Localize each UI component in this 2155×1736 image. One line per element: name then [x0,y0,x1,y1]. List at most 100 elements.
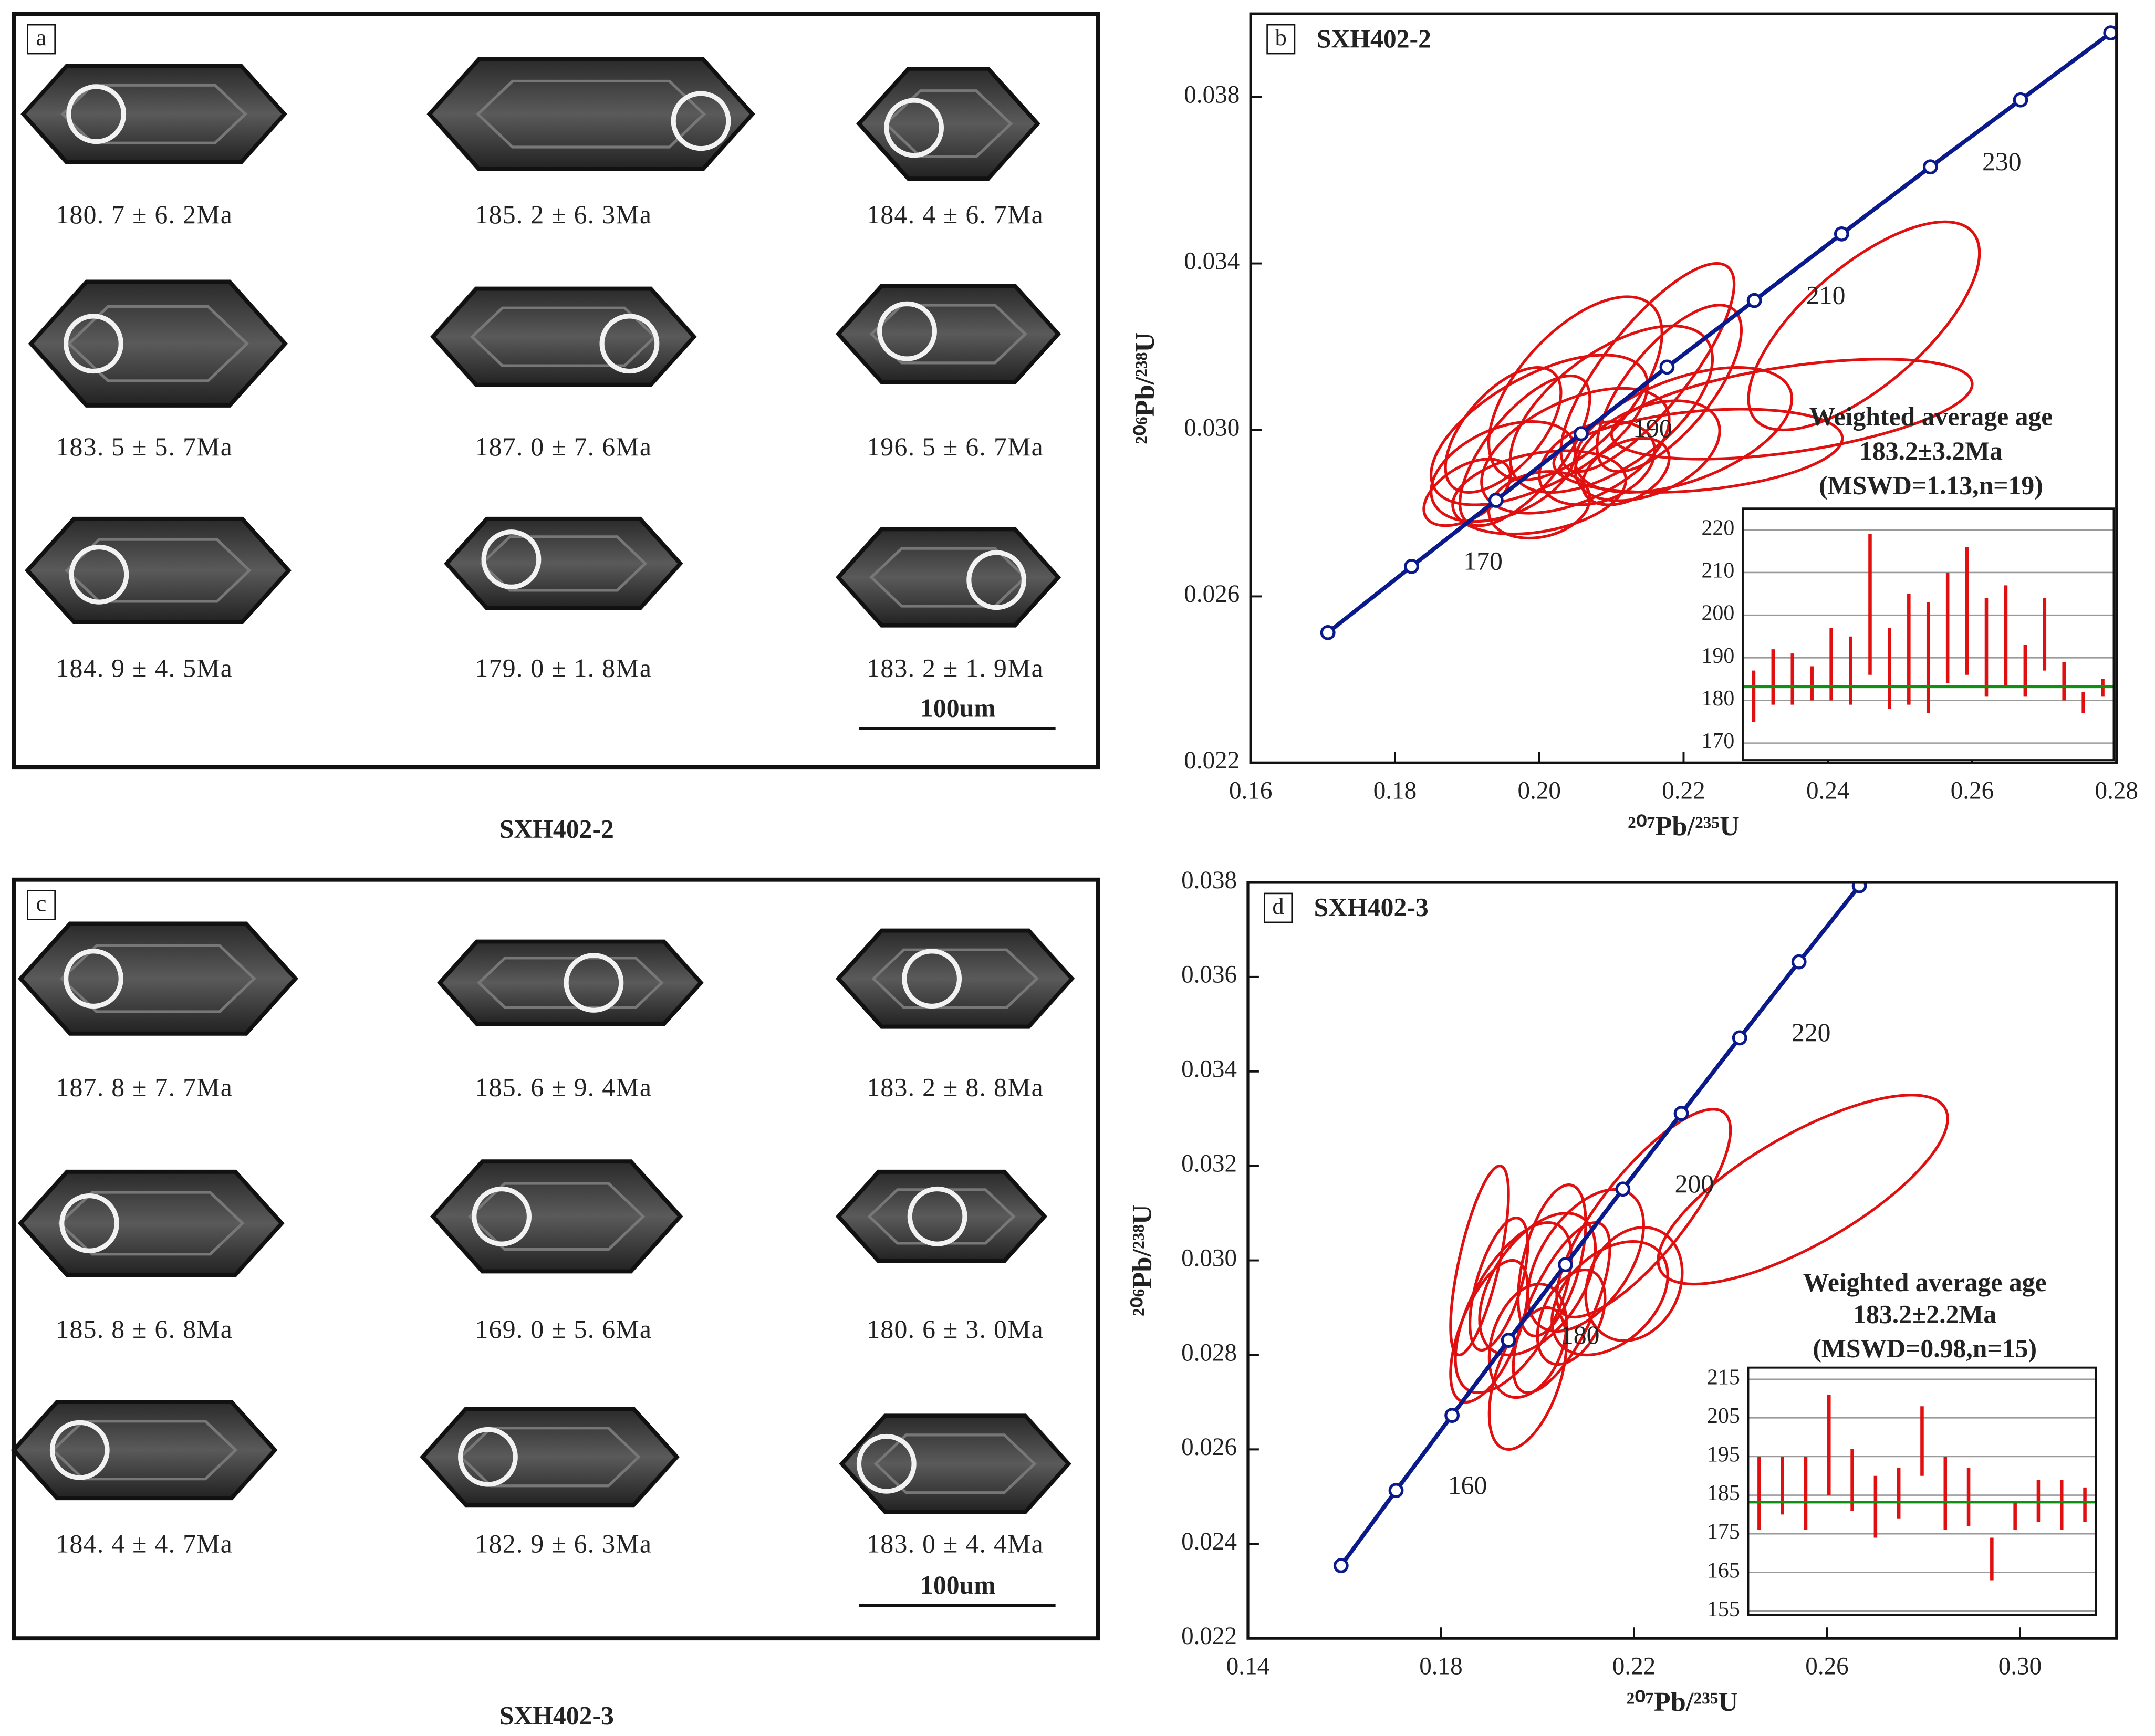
analysis-spot [966,550,1027,610]
inset-area [1748,1367,2096,1615]
y-axis-label: ²⁰⁶Pb/²³⁸U [1130,332,1160,444]
analysis-spot [59,1193,119,1253]
concordia-marker [1673,1106,1689,1121]
age-label: 196. 5 ± 6. 7Ma [867,432,1044,461]
concordia-marker [1922,159,1938,175]
age-tick-label: 220 [1792,1018,1831,1047]
y-tick-label: 195 [1707,1443,1740,1467]
error-ellipse [1747,220,1981,432]
analysis-spot [472,1186,532,1246]
panel-letter: b [1275,24,1287,50]
y-tick-label: 165 [1707,1558,1740,1583]
analysis-spot [458,1427,518,1487]
x-tick-label: 0.22 [1662,777,1705,805]
image-panel: a 180. 7 ± 6. 2Ma 185. 2 ± 6. 3Ma 184. 4 ± … [12,12,1100,844]
image-panel: c 187. 8 ± 7. 7Ma 185. 6 ± 9. 4Ma 183. 2 ± … [11,877,1100,1730]
x-tick-label: 0.28 [2095,777,2138,805]
y-tick-label: 185 [1707,1481,1740,1505]
concordia-marker [1791,954,1807,970]
analysis-spot [66,84,127,144]
error-ellipse [1657,1094,1949,1286]
y-tick-label: 0.038 [1184,81,1240,108]
age-tick-label: 210 [1806,280,1846,309]
plot-frame [1246,881,2118,1640]
age-label: 184. 4 ± 6. 7Ma [867,200,1044,229]
concordia-marker [1558,1257,1573,1273]
error-ellipse [1526,1188,1645,1333]
concordia-marker [2103,25,2117,41]
y-tick-label: 0.030 [1184,414,1240,441]
concordia-marker [1404,558,1419,574]
concordia-marker [1746,293,1762,308]
zircon-grain [437,939,704,1026]
concordia-marker [1320,625,1336,640]
zircon-zoning [480,535,648,592]
error-ellipse [1536,1268,1607,1366]
x-tick-label: 0.24 [1806,777,1849,805]
y-axis-label: ²⁰⁶Pb/²³⁸U [1127,1204,1158,1316]
weighted-mean-inset: Weighted average age 183.2±3.2Ma (MSWD=1.1… [1701,402,2115,762]
concordia-marker [1615,1181,1631,1197]
inset-title: (MSWD=0.98,n=15) [1813,1334,2037,1363]
concordia-marker [1388,1483,1404,1499]
error-ellipse [1552,408,1844,494]
scale-bar-label: 100um [920,693,996,722]
age-label: 184. 4 ± 4. 7Ma [56,1529,233,1558]
age-label: 187. 0 ± 7. 6Ma [475,432,652,461]
age-label: 183. 2 ± 8. 8Ma [867,1073,1044,1102]
y-tick-label: 0.034 [1181,1056,1237,1083]
analysis-spot [671,91,731,151]
x-tick-label: 0.30 [1998,1653,2042,1680]
analysis-spot [64,314,123,374]
age-label: 183. 0 ± 4. 4Ma [867,1529,1044,1558]
chart-title: SXH402-3 [1314,893,1429,922]
age-tick-label: 170 [1463,547,1503,576]
error-ellipse [1574,366,1794,494]
plot-frame [1249,12,2118,764]
y-tick-label: 210 [1701,559,1734,583]
error-ellipse [1487,1282,1568,1399]
inset-title: Weighted average age [1809,402,2053,431]
concordia-marker [1444,1408,1460,1423]
y-tick-label: 200 [1701,601,1734,626]
inset-frame [1747,1366,2097,1616]
y-tick-label: 0.022 [1181,1623,1237,1650]
y-tick-label: 190 [1701,644,1734,668]
y-tick-label: 0.038 [1181,867,1237,894]
age-label: 179. 0 ± 1. 8Ma [475,653,652,682]
x-tick-label: 0.26 [1951,777,1994,805]
x-tick-label: 0.14 [1226,1653,1269,1680]
y-tick-label: 170 [1701,729,1734,753]
y-tick-label: 0.028 [1181,1339,1237,1366]
y-tick-label: 0.032 [1181,1150,1237,1177]
zircon-zoning [867,1188,1016,1245]
analysis-spot [69,544,129,605]
y-tick-label: 0.026 [1181,1433,1237,1461]
age-tick-label: 230 [1982,147,2022,176]
analysis-spot [884,98,944,158]
concordia-marker [1659,359,1675,375]
error-ellipse [1516,1183,1587,1338]
panel-letter-box [1266,24,1296,55]
analysis-spot [856,1433,917,1494]
x-axis-label: ²⁰⁷Pb/²³⁵U [1626,1687,1738,1717]
x-tick-label: 0.18 [1373,777,1417,805]
error-ellipse [1555,1108,1732,1319]
x-tick-label: 0.20 [1518,777,1561,805]
panel-letter: d [1272,893,1284,919]
sample-label: SXH402-3 [499,1701,614,1730]
analysis-spot [49,1420,110,1480]
concordia-marker [1488,493,1504,508]
y-tick-label: 0.022 [1184,747,1240,774]
x-tick-label: 0.18 [1419,1653,1462,1680]
zircon-zoning [476,79,706,149]
age-tick-label: 200 [1675,1169,1714,1198]
age-label: 180. 7 ± 6. 2Ma [56,200,233,229]
panel-letter-box [27,890,56,920]
age-label: 185. 2 ± 6. 3Ma [475,200,652,229]
y-tick-label: 175 [1707,1520,1740,1544]
age-label: 185. 6 ± 9. 4Ma [475,1073,652,1102]
error-ellipse [1574,399,1721,502]
zircon-zoning [59,944,256,1013]
plot-content [1320,25,2117,640]
